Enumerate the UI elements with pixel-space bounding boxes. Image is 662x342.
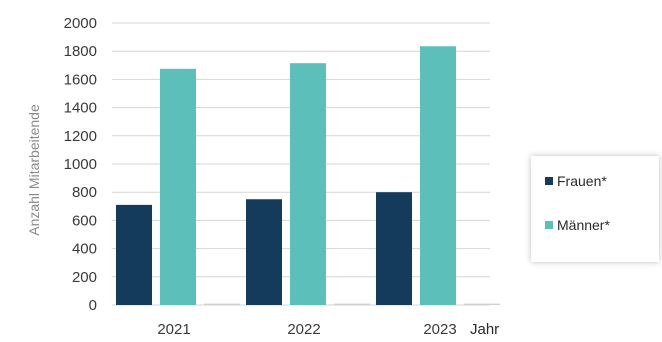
y-tick-label: 0 [89,297,97,314]
x-tick-label: 2022 [287,321,320,338]
y-tick-label: 1400 [64,100,97,117]
y-tick-label: 2000 [64,15,97,32]
y-tick-label: 1800 [64,43,97,60]
bar-series-2-2022 [334,303,370,305]
x-axis-label: Jahr [470,321,499,338]
bar-frauen-2023 [376,192,412,305]
x-tick-label: 2023 [423,321,456,338]
legend-swatch-frauen [545,177,553,185]
y-tick-label: 600 [72,212,97,229]
y-tick-label: 1200 [64,128,97,145]
y-tick-label: 800 [72,184,97,201]
legend-label-maenner: Männer* [557,217,610,233]
bars [116,46,500,306]
y-tick-label: 1600 [64,71,97,88]
bar-männer-2023 [420,46,456,305]
x-axis-ticks: 2021 2022 2023 [157,321,456,338]
legend-label-frauen: Frauen* [557,173,607,189]
y-axis-ticks: 0 200 400 600 800 1000 1200 1400 1600 1800 2000 [64,15,97,314]
bar-männer-2021 [160,68,196,305]
bar-frauen-2022 [246,199,282,305]
y-axis-label: Anzahl Mitarbeitende [26,104,42,236]
y-tick-label: 400 [72,241,97,258]
x-tick-label: 2021 [157,321,190,338]
bar-frauen-2021 [116,204,152,305]
legend: Frauen* Männer* [531,156,659,262]
legend-item-frauen: Frauen* [545,173,607,189]
bar-männer-2022 [290,63,326,306]
bar-series-2-2023 [464,303,500,305]
bar-series-2-2021 [204,303,240,305]
y-tick-label: 200 [72,269,97,286]
y-tick-label: 1000 [64,156,97,173]
legend-swatch-maenner [545,221,553,229]
legend-item-maenner: Männer* [545,217,610,233]
